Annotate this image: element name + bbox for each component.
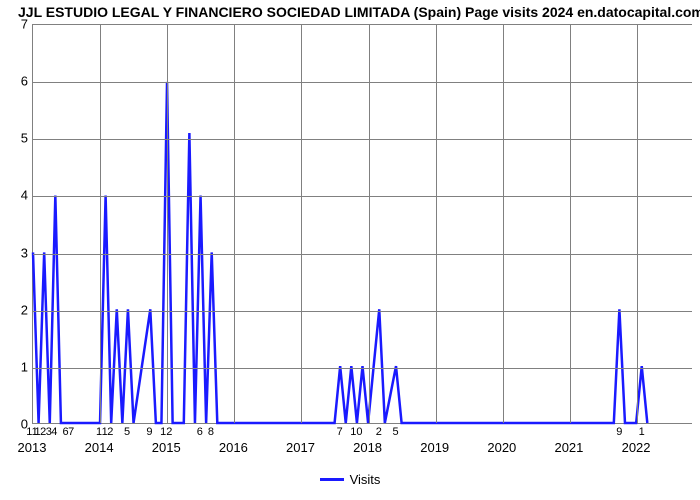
x-year-label: 2014 [85,440,114,455]
legend-label: Visits [350,472,381,487]
legend: Visits [0,468,700,487]
y-tick-label: 4 [4,188,28,203]
y-tick-label: 0 [4,417,28,432]
y-tick-label: 3 [4,245,28,260]
gridline-v [369,25,370,423]
gridline-v [503,25,504,423]
y-tick-label: 7 [4,17,28,32]
x-tick-label: 7 [337,426,343,438]
gridline-h [33,368,692,369]
gridline-v [301,25,302,423]
gridline-h [33,82,692,83]
x-year-label: 2020 [487,440,516,455]
x-tick-label: 9 [146,426,152,438]
legend-swatch [320,478,344,481]
plot-area [32,24,692,424]
x-tick-label: 8 [208,426,214,438]
chart-container: JJL ESTUDIO LEGAL Y FINANCIERO SOCIEDAD … [0,0,700,500]
x-tick-label: 2 [107,426,113,438]
x-tick-label: 4 [51,426,57,438]
x-year-label: 2017 [286,440,315,455]
y-tick-label: 5 [4,131,28,146]
x-tick-label: 2 [376,426,382,438]
chart-title: JJL ESTUDIO LEGAL Y FINANCIERO SOCIEDAD … [18,4,700,20]
line-series [33,25,692,423]
x-tick-label: 1 [639,426,645,438]
gridline-v [167,25,168,423]
x-tick-label: 9 [616,426,622,438]
x-year-label: 2019 [420,440,449,455]
y-tick-label: 6 [4,74,28,89]
gridline-v [436,25,437,423]
x-year-label: 2021 [554,440,583,455]
x-tick-label: 10 [350,426,362,438]
gridline-v [234,25,235,423]
y-tick-label: 1 [4,359,28,374]
gridline-v [637,25,638,423]
gridline-h [33,139,692,140]
x-year-label: 2015 [152,440,181,455]
gridline-h [33,254,692,255]
x-tick-label: 5 [124,426,130,438]
x-year-label: 2018 [353,440,382,455]
gridline-h [33,311,692,312]
visits-line [33,82,647,423]
gridline-h [33,196,692,197]
x-tick-label: 12 [160,426,172,438]
gridline-v [570,25,571,423]
x-tick-label: 6 [197,426,203,438]
x-year-label: 2022 [622,440,651,455]
x-year-label: 2016 [219,440,248,455]
gridline-v [100,25,101,423]
x-year-label: 2013 [18,440,47,455]
y-tick-label: 2 [4,302,28,317]
x-tick-label: 5 [392,426,398,438]
x-tick-label: 7 [68,426,74,438]
